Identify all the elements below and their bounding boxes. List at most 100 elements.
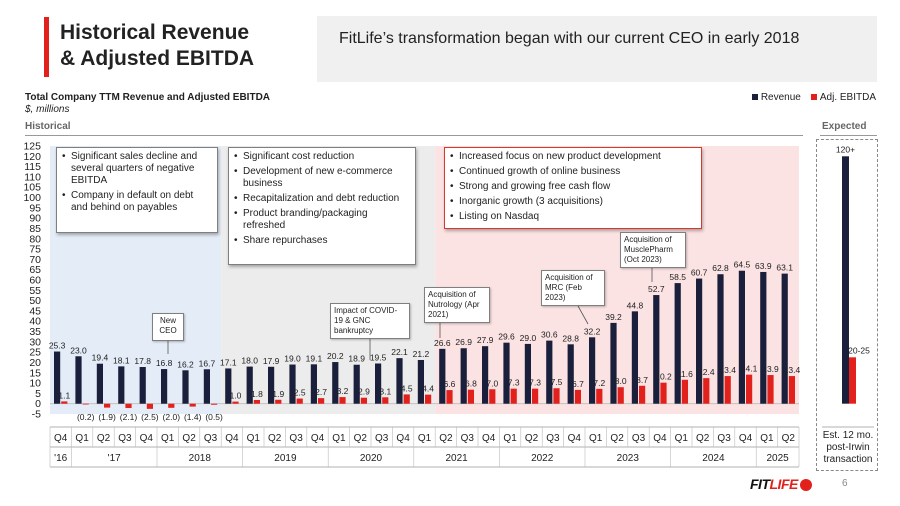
ebitda-data-label: 10.2: [655, 372, 672, 382]
revenue-data-label: 25.3: [49, 341, 66, 351]
ebitda-bar: [574, 389, 581, 404]
y-tick-label: 45: [29, 305, 41, 317]
ebitda-data-label: 2.9: [358, 387, 370, 397]
revenue-bar: [674, 283, 681, 404]
y-tick-label: 120: [23, 151, 41, 163]
x-tick-quarter: Q2: [696, 433, 710, 444]
ebitda-bar: [61, 401, 68, 404]
x-tick-quarter: Q1: [503, 433, 517, 444]
ebitda-bar: [510, 388, 517, 404]
x-tick-quarter: Q2: [610, 433, 624, 444]
y-tick-label: 10: [29, 378, 41, 390]
y-tick-label: 80: [29, 233, 41, 245]
ebitda-data-label: 12.4: [698, 367, 715, 377]
phase-turnaround-item-5: Share repurchases: [234, 235, 410, 247]
revenue-bar: [268, 366, 275, 404]
ebitda-bar: [617, 387, 624, 404]
x-tick-quarter: Q3: [289, 433, 303, 444]
expected-axis-label: Est. 12 mo. post-Irwin transaction: [822, 430, 874, 465]
x-tick-year: '17: [108, 453, 121, 464]
revenue-bar: [567, 344, 574, 404]
ebitda-data-label: (1.4): [184, 412, 202, 422]
ebitda-bar: [382, 397, 389, 404]
y-tick-label: 20: [29, 357, 41, 369]
title-accent-bar: [44, 17, 49, 77]
revenue-data-label: 17.9: [263, 356, 280, 366]
ebitda-bar: [125, 403, 132, 409]
revenue-data-label: 23.0: [70, 345, 87, 355]
ebitda-data-label: (1.9): [98, 412, 116, 422]
logo-badge-icon: [799, 479, 812, 492]
ebitda-data-label: 1.8: [251, 389, 263, 399]
x-tick-quarter: Q3: [632, 433, 646, 444]
revenue-data-label: 32.2: [584, 326, 601, 336]
phase-growth-item-4: Inorganic growth (3 acquisitions): [450, 196, 696, 208]
y-tick-label: 15: [29, 367, 41, 379]
y-tick-label: 95: [29, 202, 41, 214]
x-tick-quarter: Q4: [568, 433, 582, 444]
ebitda-bar: [339, 397, 346, 404]
x-tick-quarter: Q2: [782, 433, 796, 444]
y-tick-label: 5: [35, 388, 41, 400]
revenue-data-label: 16.7: [199, 358, 216, 368]
historical-divider: [25, 135, 803, 136]
ebitda-data-label: 13.4: [719, 365, 736, 375]
ebitda-data-label: (0.5): [205, 412, 223, 422]
ebitda-data-label: (2.1): [120, 412, 138, 422]
revenue-data-label: 18.1: [113, 355, 130, 365]
x-tick-quarter: Q1: [332, 433, 346, 444]
revenue-bar: [589, 337, 596, 404]
y-tick-label: 100: [23, 192, 41, 204]
expected-box: [816, 139, 878, 471]
ebitda-bar: [168, 403, 175, 408]
y-tick-label: 35: [29, 326, 41, 338]
revenue-bar: [225, 368, 232, 404]
revenue-bar: [203, 369, 210, 404]
callout-musclepharm: Acquisition of MusclePharm (Oct 2023): [620, 232, 686, 268]
callout-mrc-line: [577, 305, 589, 325]
callout-mrc: Acquisition of MRC (Feb 2023): [541, 270, 605, 306]
revenue-data-label: 17.8: [134, 356, 151, 366]
x-tick-year: 2025: [766, 453, 789, 464]
revenue-data-label: 21.2: [413, 349, 430, 359]
revenue-data-label: 28.8: [562, 333, 579, 343]
ebitda-bar: [660, 382, 667, 404]
ebitda-data-label: 7.2: [593, 378, 605, 388]
phase-box-decline: Significant sales decline and several qu…: [56, 147, 218, 233]
callout-covid: Impact of COVID-19 & GNC bankruptcy: [330, 303, 410, 339]
fitlife-logo: FITLIFE: [750, 476, 812, 492]
y-tick-label: 85: [29, 223, 41, 235]
ebitda-bar: [318, 398, 325, 404]
y-tick-label: 0: [35, 398, 41, 410]
ebitda-data-label: 13.9: [762, 364, 779, 374]
legend-ebitda: Adj. EBITDA: [810, 92, 876, 103]
revenue-bar: [246, 366, 253, 404]
x-tick-quarter: Q4: [739, 433, 753, 444]
revenue-data-label: 19.4: [92, 353, 109, 363]
phase-turnaround-item-3: Recapitalization and debt reduction: [234, 193, 410, 205]
revenue-bar: [310, 364, 317, 404]
revenue-bar: [396, 358, 403, 404]
x-tick-year: 2024: [702, 453, 725, 464]
ebitda-data-label: 3.1: [379, 386, 391, 396]
phase-growth-item-3: Strong and growing free cash flow: [450, 181, 696, 193]
revenue-bar: [781, 273, 788, 404]
ebitda-bar: [639, 385, 646, 404]
revenue-data-label: 52.7: [648, 284, 665, 294]
ebitda-bar: [425, 394, 432, 404]
y-tick-label: -5: [32, 409, 41, 421]
phase-turnaround-item-1: Significant cost reduction: [234, 151, 410, 163]
revenue-data-label: 44.8: [627, 300, 644, 310]
ebitda-bar: [446, 390, 453, 404]
phase-box-growth: Increased focus on new product developme…: [444, 147, 702, 229]
revenue-bar: [503, 342, 510, 404]
revenue-data-label: 16.8: [156, 358, 173, 368]
expected-revenue-label: 120+: [836, 144, 855, 154]
x-tick-year: 2023: [617, 453, 640, 464]
revenue-bar: [182, 370, 189, 404]
x-tick-year: '16: [54, 453, 67, 464]
revenue-bar: [610, 322, 617, 404]
revenue-data-label: 63.9: [755, 261, 772, 271]
ebitda-data-label: 7.5: [551, 377, 563, 387]
revenue-bar: [353, 364, 360, 404]
